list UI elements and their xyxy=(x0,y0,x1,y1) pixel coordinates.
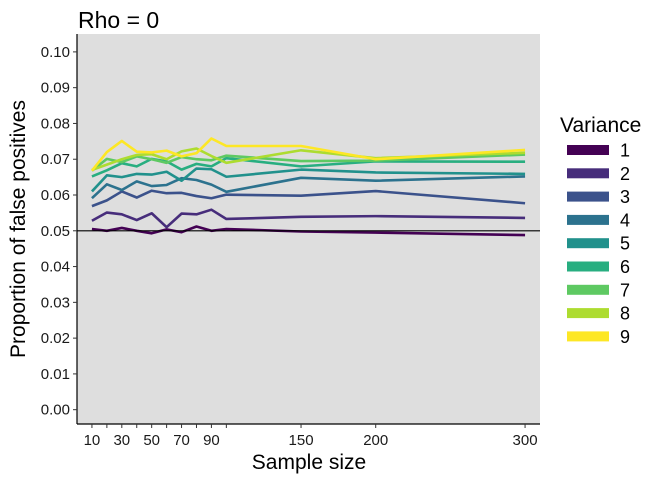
y-tick-label: 0.03 xyxy=(41,294,70,311)
x-tick-label: 10 xyxy=(84,432,101,449)
legend: 1 2 3 4 5 6 7 8 9 xyxy=(567,141,630,347)
chart-title: Rho = 0 xyxy=(78,7,159,33)
legend-key-7 xyxy=(567,284,609,295)
y-tick-label: 0.10 xyxy=(41,44,70,61)
y-tick-label: 0.06 xyxy=(41,187,70,204)
legend-key-9 xyxy=(567,331,609,342)
x-tick-label: 200 xyxy=(363,432,388,449)
legend-title: Variance xyxy=(560,114,641,137)
legend-label-6: 6 xyxy=(620,257,630,277)
series-line-9 xyxy=(90,137,526,172)
y-tick-label: 0.04 xyxy=(41,259,70,276)
y-tick-label: 0.02 xyxy=(41,330,70,347)
y-tick-label: 0.09 xyxy=(41,80,70,97)
x-tick-label: 50 xyxy=(143,432,160,449)
series-line-8 xyxy=(91,147,526,172)
series-line-2 xyxy=(91,208,526,229)
y-tick-label: 0.05 xyxy=(41,223,70,240)
x-tick-label: 90 xyxy=(203,432,220,449)
legend-key-1 xyxy=(567,145,609,155)
legend-label-9: 9 xyxy=(620,327,630,347)
x-axis-title: Sample size xyxy=(252,451,366,474)
legend-key-3 xyxy=(567,191,609,202)
legend-key-6 xyxy=(567,261,609,272)
x-axis-ticks: 10 30 50 70 90 150 200 300 xyxy=(84,424,538,449)
x-tick-label: 150 xyxy=(289,432,314,449)
legend-label-1: 1 xyxy=(620,141,630,161)
series-layer xyxy=(90,137,526,237)
legend-label-2: 2 xyxy=(620,164,630,184)
legend-key-4 xyxy=(567,214,609,225)
y-tick-label: 0.00 xyxy=(41,402,70,419)
legend-label-7: 7 xyxy=(620,280,630,300)
series-line-5 xyxy=(90,167,526,193)
legend-key-2 xyxy=(567,168,609,179)
y-axis-ticks: 0.00 0.01 0.02 0.03 0.04 0.05 0.06 0.07 0.08 0.09… xyxy=(41,44,77,419)
legend-label-4: 4 xyxy=(620,210,630,230)
y-tick-label: 0.07 xyxy=(41,151,70,168)
legend-label-5: 5 xyxy=(620,234,630,254)
y-tick-label: 0.08 xyxy=(41,115,70,132)
series-line-4 xyxy=(91,175,526,200)
legend-label-8: 8 xyxy=(620,304,630,324)
series-line-3 xyxy=(91,189,526,208)
y-axis-title: Proportion of false positives xyxy=(7,100,30,358)
x-tick-label: 30 xyxy=(113,432,130,449)
y-tick-label: 0.01 xyxy=(41,366,70,383)
plot-panel xyxy=(77,34,540,424)
x-tick-label: 300 xyxy=(513,432,538,449)
series-line-1 xyxy=(91,225,526,237)
legend-label-3: 3 xyxy=(620,187,630,207)
x-tick-label: 70 xyxy=(173,432,190,449)
legend-key-5 xyxy=(567,238,609,249)
legend-key-8 xyxy=(567,308,609,319)
